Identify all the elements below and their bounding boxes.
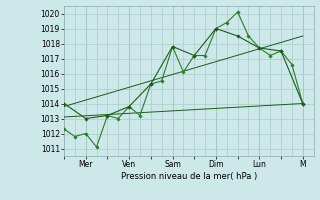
X-axis label: Pression niveau de la mer( hPa ): Pression niveau de la mer( hPa ) xyxy=(121,172,257,181)
